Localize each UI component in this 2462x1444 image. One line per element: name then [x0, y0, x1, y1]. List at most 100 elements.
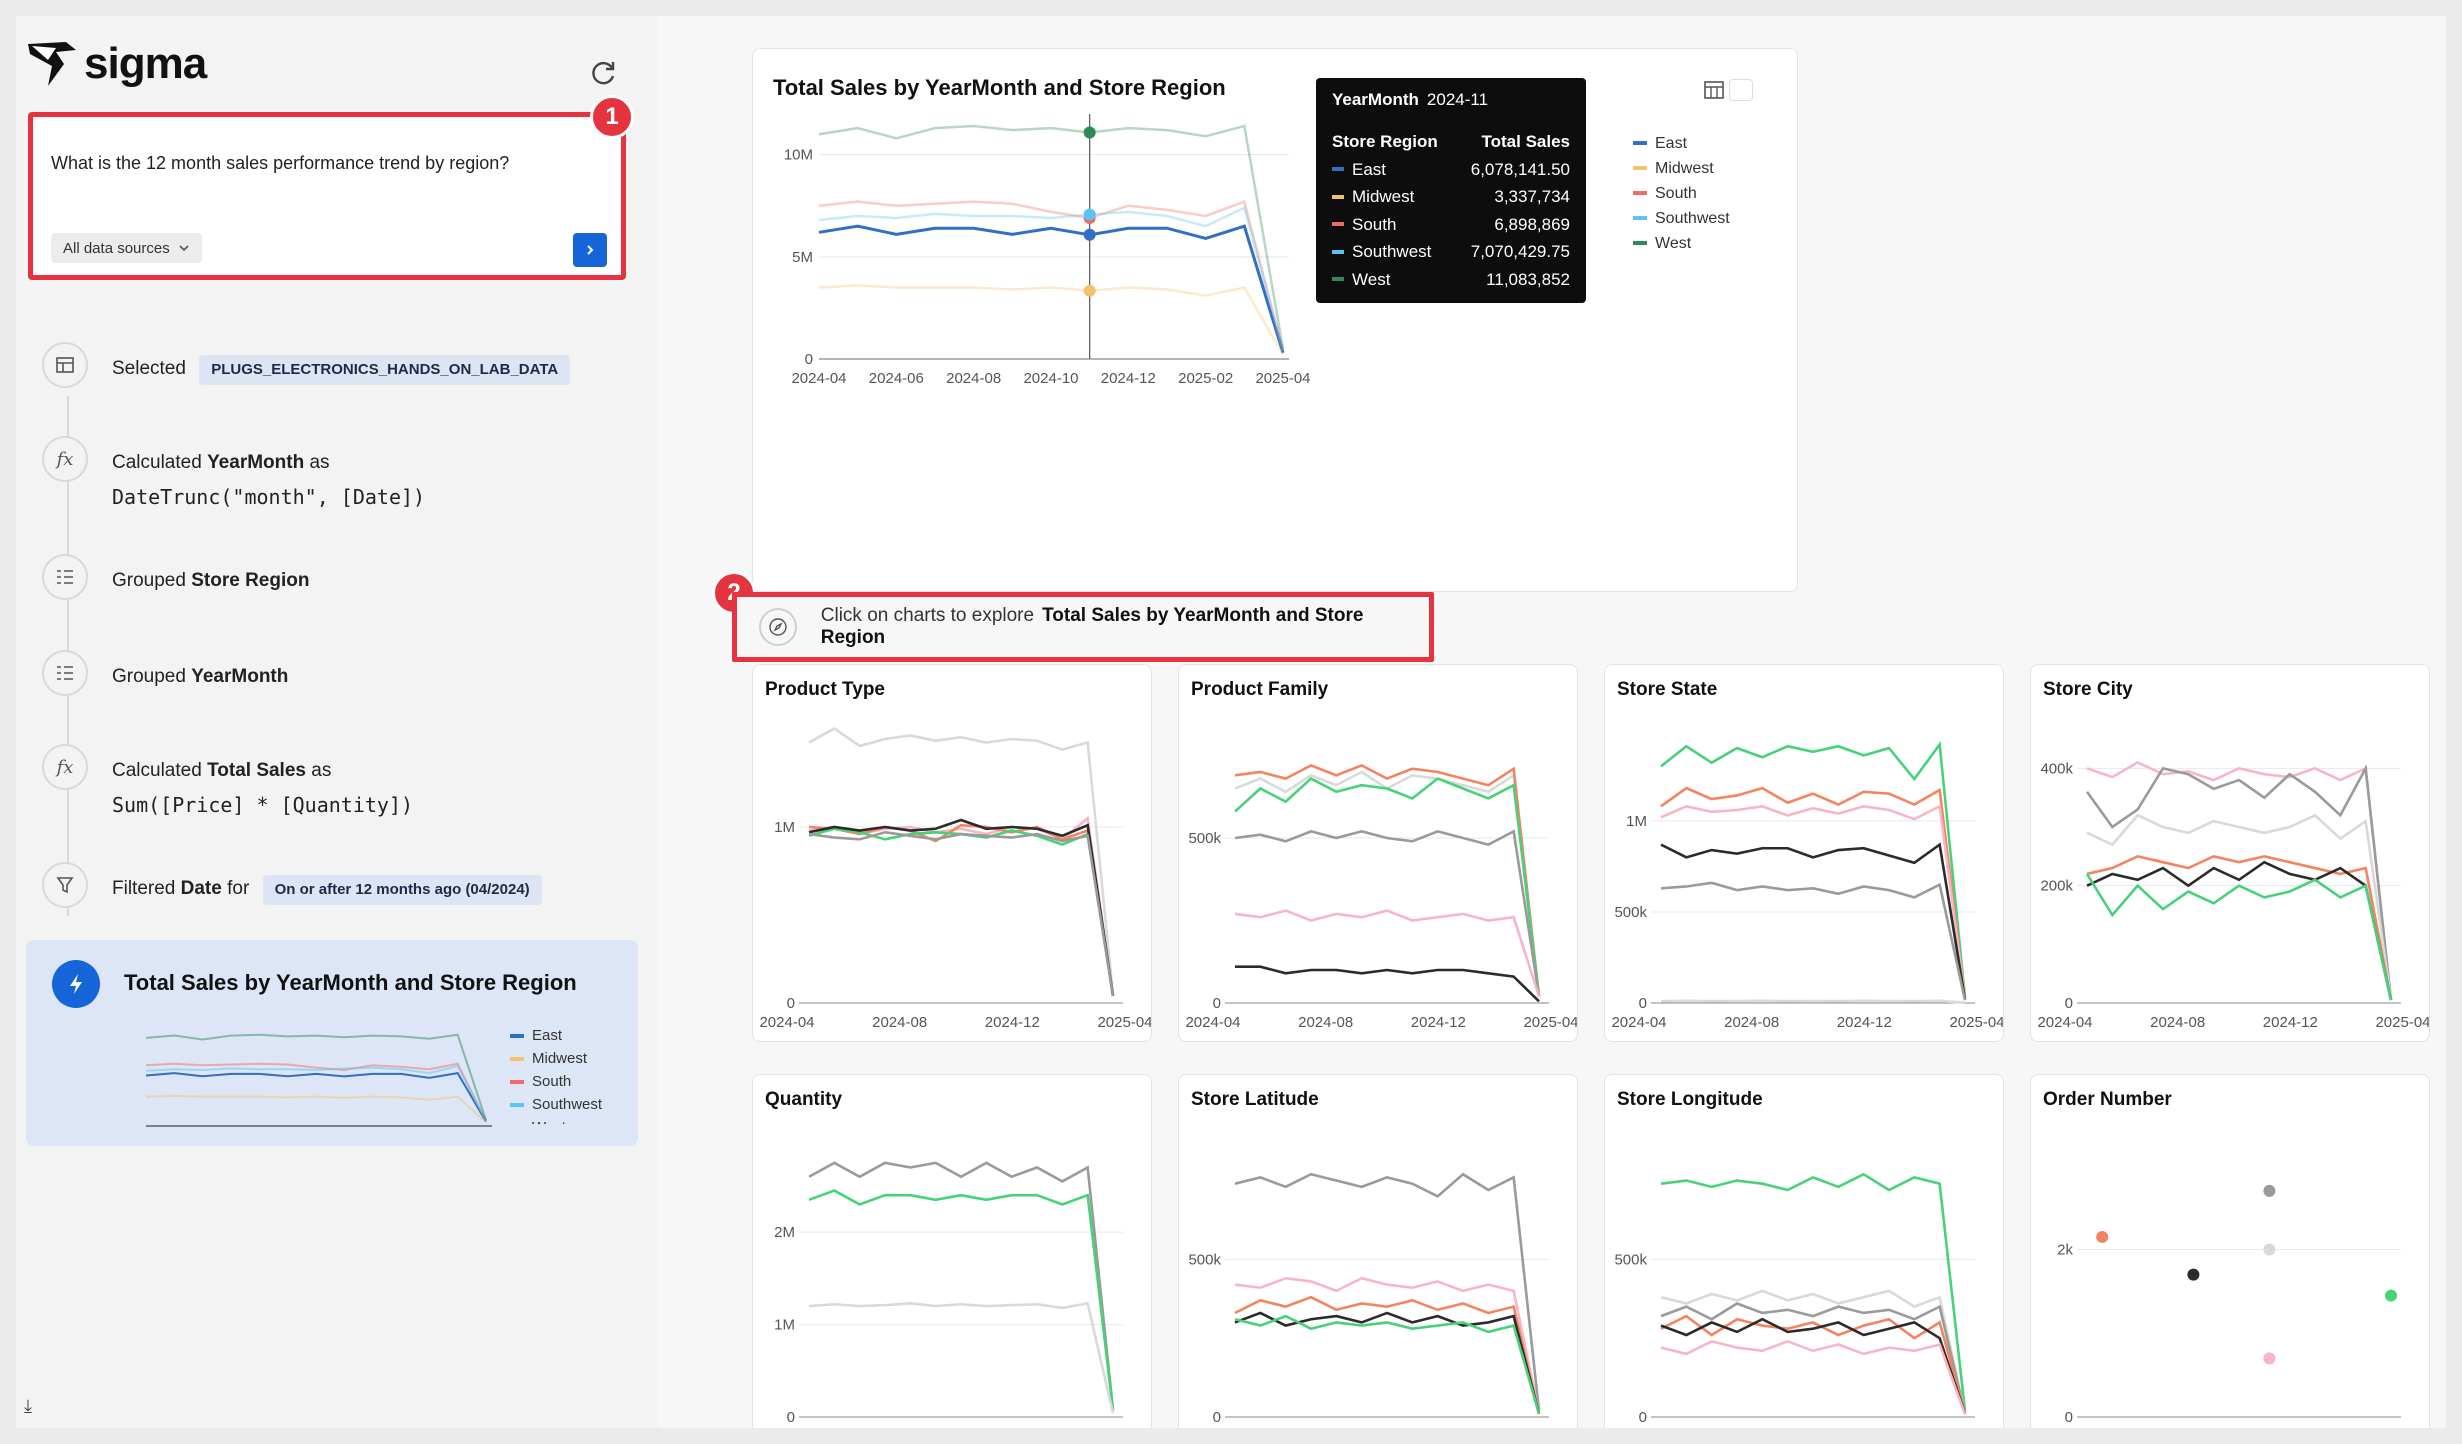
- scatter-point: [2263, 1184, 2276, 1197]
- chart-card-store-city[interactable]: Store City 0 200k 400k 2024-04 2024-08 2024-12…: [2030, 664, 2430, 1042]
- chart-card-quantity[interactable]: Quantity 0 1M 2M: [752, 1074, 1152, 1428]
- lightning-icon: [52, 960, 100, 1008]
- filter-icon: [42, 862, 88, 908]
- annotation-badge-1: 1: [590, 95, 634, 139]
- series-line: [1234, 1314, 1541, 1415]
- x-tick-label: 2024-08: [872, 1014, 927, 1031]
- legend-label: West: [1655, 235, 1692, 252]
- sigma-logo[interactable]: sigma: [26, 34, 207, 94]
- x-tick-label: 2024-12: [985, 1014, 1040, 1031]
- step-verb: Grouped: [112, 666, 186, 687]
- chart-card-store-latitude[interactable]: Store Latitude 0 500k: [1178, 1074, 1578, 1428]
- chart-card-store-state[interactable]: Store State 0 500k 1M 2024-04 2024-08 2024-12 2…: [1604, 664, 2004, 1042]
- dataset-pill[interactable]: PLUGS_ELECTRONICS_HANDS_ON_LAB_DATA: [199, 355, 571, 385]
- series-line-southwest: [818, 206, 1285, 352]
- series-line: [808, 1161, 1115, 1410]
- chart-view-toggle[interactable]: [1729, 79, 1753, 101]
- small-chart-svg[interactable]: 0 500k: [1179, 1075, 1578, 1428]
- small-chart-svg[interactable]: 0 2k: [2031, 1075, 2430, 1428]
- explore-bar[interactable]: Click on charts to explore Total Sales by…: [732, 592, 1434, 662]
- tooltip-row: West 11,083,852: [1332, 266, 1570, 294]
- x-tick-label: 2024-04: [1611, 1014, 1666, 1031]
- series-line: [808, 823, 1115, 997]
- y-tick-label: 500k: [1188, 1251, 1221, 1268]
- hover-point-east: [1083, 228, 1096, 241]
- view-toggle[interactable]: [1703, 79, 1753, 101]
- datasource-dropdown[interactable]: All data sources: [51, 233, 202, 263]
- y-tick-label: 0: [787, 995, 795, 1012]
- step-group-yearmonth: Grouped YearMonth: [42, 650, 288, 696]
- chart-card-product-type[interactable]: Product Type 0 1M 2024-04 2024-08 2024-12 2025…: [752, 664, 1152, 1042]
- series-line: [1660, 1317, 1967, 1415]
- datasource-label: All data sources: [63, 239, 170, 257]
- step-formula: Sum([Price] * [Quantity]): [112, 793, 414, 817]
- prompt-question[interactable]: What is the 12 month sales performance t…: [51, 153, 510, 173]
- legend-label: Southwest: [1655, 210, 1730, 227]
- mini-legend: East Midwest South Southwest West: [510, 1024, 602, 1124]
- chart-card-title: Quantity: [765, 1089, 843, 1110]
- mini-series-line: [145, 1064, 487, 1122]
- explore-text: Click on charts to explore Total Sales by…: [820, 605, 1364, 648]
- legend-item: South: [510, 1070, 602, 1093]
- series-line: [1660, 786, 1967, 999]
- legend-item: Midwest: [510, 1047, 602, 1070]
- legend-item: Southwest: [510, 1093, 602, 1116]
- main-line-chart[interactable]: 0 5M 10M 2024-04 2024-06 2024-08 2024-10 2024-1…: [753, 49, 1799, 593]
- step-field: Total Sales: [207, 760, 306, 781]
- table-icon: [42, 342, 88, 388]
- series-line: [1234, 770, 1541, 997]
- result-card[interactable]: Total Sales by YearMonth and Store Regio…: [26, 940, 638, 1146]
- chart-card-title: Store City: [2043, 679, 2133, 700]
- legend-swatch: [1633, 141, 1647, 145]
- series-line: [808, 815, 1115, 997]
- scatter-point: [2263, 1243, 2276, 1256]
- y-tick-label: 1M: [1626, 813, 1647, 830]
- function-icon: fx: [42, 436, 88, 482]
- chart-card-title: Store Longitude: [1617, 1089, 1763, 1110]
- chart-card-title: Product Type: [765, 679, 885, 700]
- explore-target[interactable]: Total Sales by YearMonth and Store Regio…: [820, 605, 1364, 648]
- y-tick-label: 5M: [792, 249, 813, 266]
- x-tick-label: 2024-12: [1837, 1014, 1892, 1031]
- scatter-point: [2263, 1352, 2276, 1365]
- small-chart-svg[interactable]: 0 500k 2024-04 2024-08 2024-12 2025-04: [1179, 665, 1578, 1042]
- submit-button[interactable]: [573, 233, 607, 267]
- series-line: [2086, 860, 2393, 1001]
- chart-card-order-number[interactable]: Order Number 0 2k: [2030, 1074, 2430, 1428]
- small-chart-svg[interactable]: 0 1M 2024-04 2024-08 2024-12 2025-04: [753, 665, 1152, 1042]
- y-tick-label: 0: [1639, 1409, 1647, 1426]
- step-field: Store Region: [191, 570, 310, 591]
- y-tick-label: 0: [2065, 995, 2073, 1012]
- series-line: [1660, 804, 1967, 999]
- x-tick-label: 2024-08: [1724, 1014, 1779, 1031]
- main-chart-card[interactable]: Total Sales by YearMonth and Store Regio…: [752, 48, 1798, 592]
- step-verb: Filtered: [112, 878, 176, 899]
- compass-icon: [759, 608, 797, 646]
- hover-point-southwest: [1083, 208, 1096, 221]
- series-line: [1234, 1276, 1541, 1415]
- scatter-point: [2385, 1289, 2397, 1302]
- series-line: [1660, 881, 1967, 1001]
- x-tick-label: 2024-12: [2263, 1014, 2318, 1031]
- series-line: [808, 726, 1115, 995]
- x-tick-label: 2025-02: [1178, 370, 1233, 387]
- small-chart-svg[interactable]: 0 200k 400k 2024-04 2024-08 2024-12 2025-04: [2031, 665, 2430, 1042]
- step-suffix: for: [227, 878, 250, 899]
- chart-card-title: Store State: [1617, 679, 1718, 700]
- small-chart-svg[interactable]: 0 500k: [1605, 1075, 2004, 1428]
- download-icon[interactable]: ⤓: [24, 1396, 32, 1416]
- x-tick-label: 2024-12: [1411, 1014, 1466, 1031]
- step-verb: Calculated: [112, 760, 202, 781]
- chart-card-store-longitude[interactable]: Store Longitude 0 500k: [1604, 1074, 2004, 1428]
- series-line: [1660, 1339, 1967, 1415]
- prompt-box[interactable]: What is the 12 month sales performance t…: [28, 112, 626, 280]
- legend-swatch: [1633, 241, 1647, 245]
- table-view-icon[interactable]: [1703, 79, 1725, 101]
- mini-series-line: [145, 1094, 487, 1124]
- refresh-icon[interactable]: [586, 56, 620, 90]
- small-chart-svg[interactable]: 0 1M 2M: [753, 1075, 1152, 1428]
- small-chart-svg[interactable]: 0 500k 1M 2024-04 2024-08 2024-12 2025-04: [1605, 665, 2004, 1042]
- tooltip-row: Southwest 7,070,429.75: [1332, 238, 1570, 266]
- chart-card-product-family[interactable]: Product Family 0 500k 2024-04 2024-08 2024-12…: [1178, 664, 1578, 1042]
- filter-pill[interactable]: On or after 12 months ago (04/2024): [262, 875, 542, 905]
